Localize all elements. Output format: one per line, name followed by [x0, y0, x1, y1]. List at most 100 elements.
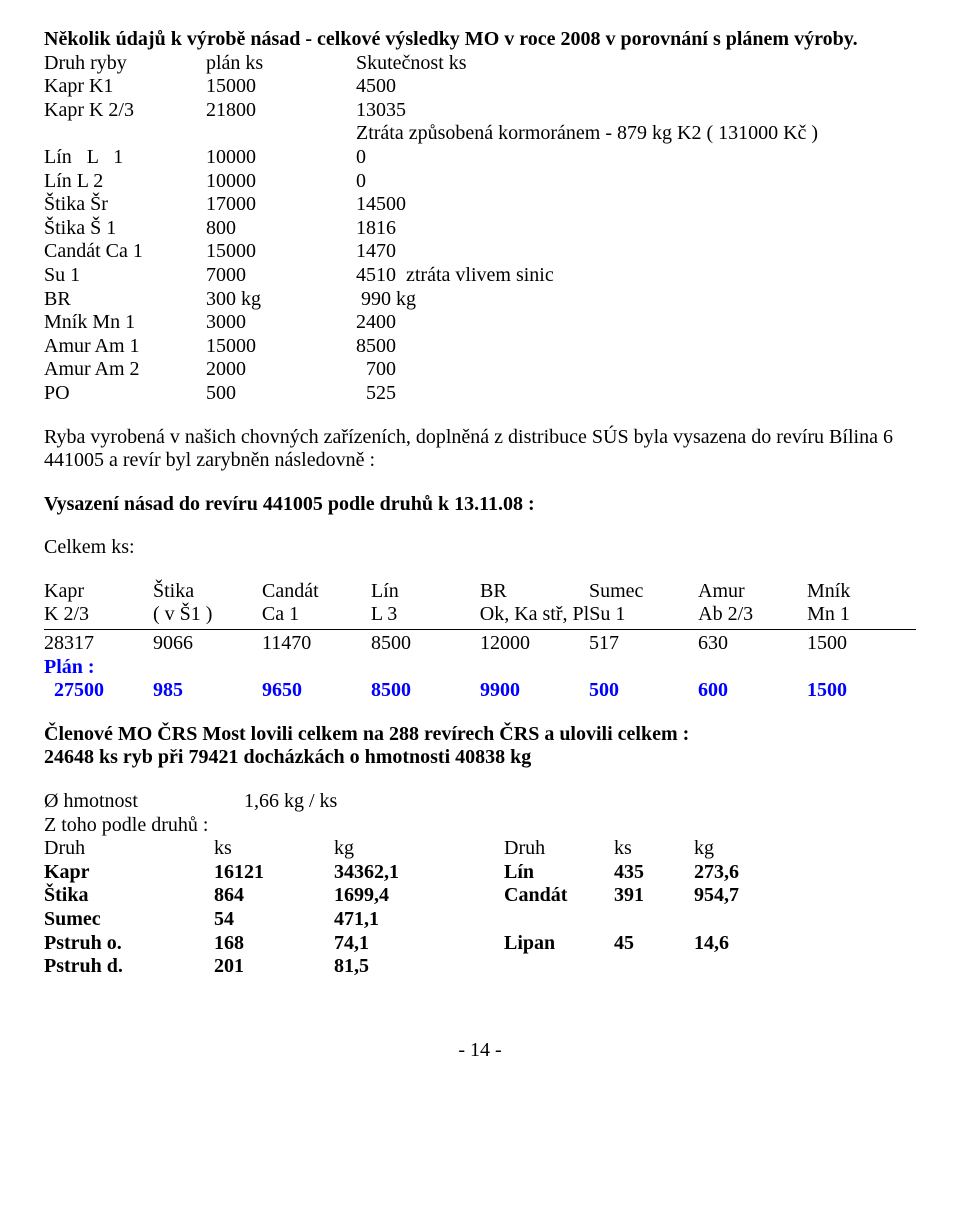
plan-val: 9900 [480, 679, 589, 703]
sp-ks-r: 45 [614, 932, 694, 956]
prod-actual: 4510 ztráta vlivem sinic [356, 264, 916, 288]
fish-col: Ca 1 [262, 603, 371, 627]
sp-ks-l: 54 [214, 908, 334, 932]
prod-species: Amur Am 1 [44, 335, 206, 359]
sp-ks-r: 435 [614, 861, 694, 885]
prod-row: Candát Ca 1150001470 [44, 240, 916, 264]
plan-val: 27500 [44, 679, 153, 703]
prod-plan: 500 [206, 382, 356, 406]
fish-header-1: Kapr Štika Candát Lín BR Sumec Amur Mník [44, 580, 916, 604]
prod-species: Lín L 1 [44, 146, 206, 170]
sp-name-r: Lipan [504, 932, 614, 956]
sp-ks-r [614, 955, 694, 979]
fish-col: Ok, Ka stř, Pl [480, 603, 589, 627]
sp-ks-r [614, 908, 694, 932]
hdr-kg-r: kg [694, 837, 916, 861]
sp-kg-l: 74,1 [334, 932, 504, 956]
prod-species: Štika Šr [44, 193, 206, 217]
prod-actual: 1816 [356, 217, 916, 241]
prod-row: PO500 525 [44, 382, 916, 406]
species-row: Pstruh o. 168 74,1 Lipan 45 14,6 [44, 932, 916, 956]
prod-actual: 525 [356, 382, 916, 406]
prod-row: Lín L 2100000 [44, 170, 916, 194]
col-species: Druh ryby [44, 52, 206, 76]
plan-val: 500 [589, 679, 698, 703]
prod-species: Štika Š 1 [44, 217, 206, 241]
prod-header: Druh ryby plán ks Skutečnost ks [44, 52, 916, 76]
prod-species: Candát Ca 1 [44, 240, 206, 264]
fish-col: BR [480, 580, 589, 604]
fish-col: ( v Š1 ) [153, 603, 262, 627]
prod-row: Su 170004510 ztráta vlivem sinic [44, 264, 916, 288]
prod-actual: 0 [356, 170, 916, 194]
sp-name-l: Štika [44, 884, 214, 908]
avg-weight-value: 1,66 kg / ks [244, 790, 337, 814]
fish-col: Mník [807, 580, 916, 604]
prod-row: Lín L 1100000 [44, 146, 916, 170]
prod-actual: 14500 [356, 193, 916, 217]
sp-name-r: Candát [504, 884, 614, 908]
fish-col: Ab 2/3 [698, 603, 807, 627]
kormoran-note: Ztráta způsobená kormoránem - 879 kg K2 … [44, 122, 916, 146]
prod-actual: 1470 [356, 240, 916, 264]
prod-actual: 700 [356, 358, 916, 382]
prod-species: Mník Mn 1 [44, 311, 206, 335]
prod-row: Amur Am 1150008500 [44, 335, 916, 359]
prod-actual: 8500 [356, 335, 916, 359]
prod-row: Kapr K 2/3 21800 13035 [44, 99, 916, 123]
members-line-2: 24648 ks ryb při 79421 docházkách o hmot… [44, 746, 916, 770]
fish-col: Štika [153, 580, 262, 604]
prod-species: PO [44, 382, 206, 406]
sp-ks-l: 168 [214, 932, 334, 956]
avg-weight-label: Ø hmotnost [44, 790, 244, 814]
sp-ks-r: 391 [614, 884, 694, 908]
plan-label: Plán : [44, 656, 916, 680]
by-species-label: Z toho podle druhů : [44, 814, 916, 838]
prod-plan: 2000 [206, 358, 356, 382]
hdr-ks-l: ks [214, 837, 334, 861]
fish-col: Mn 1 [807, 603, 916, 627]
prod-species: Kapr K 2/3 [44, 99, 206, 123]
sp-kg-r [694, 908, 916, 932]
prod-plan: 17000 [206, 193, 356, 217]
sp-kg-l: 1699,4 [334, 884, 504, 908]
fish-col: Lín [371, 580, 480, 604]
members-line-1: Členové MO ČRS Most lovili celkem na 288… [44, 723, 916, 747]
sp-ks-l: 16121 [214, 861, 334, 885]
celkem-label: Celkem ks: [44, 536, 916, 560]
col-actual: Skutečnost ks [356, 52, 916, 76]
sp-kg-r [694, 955, 916, 979]
fish-val: 9066 [153, 632, 262, 656]
prod-plan: 15000 [206, 75, 356, 99]
sp-name-r: Lín [504, 861, 614, 885]
prod-actual: 13035 [356, 99, 916, 123]
page-title: Několik údajů k výrobě násad - celkové v… [44, 28, 916, 52]
sp-name-l: Pstruh d. [44, 955, 214, 979]
sp-name-l: Kapr [44, 861, 214, 885]
prod-species: Amur Am 2 [44, 358, 206, 382]
fish-val: 12000 [480, 632, 589, 656]
prod-plan: 800 [206, 217, 356, 241]
prod-row: Štika Šr1700014500 [44, 193, 916, 217]
fish-col: Sumec [589, 580, 698, 604]
prod-plan: 10000 [206, 170, 356, 194]
fish-val: 517 [589, 632, 698, 656]
prod-species: Lín L 2 [44, 170, 206, 194]
prod-actual: 0 [356, 146, 916, 170]
fish-col: Su 1 [589, 603, 698, 627]
sp-kg-r: 14,6 [694, 932, 916, 956]
prod-actual: 4500 [356, 75, 916, 99]
sp-name-r [504, 908, 614, 932]
fish-val: 8500 [371, 632, 480, 656]
prod-row: Mník Mn 130002400 [44, 311, 916, 335]
prod-plan: 10000 [206, 146, 356, 170]
fish-val: 28317 [44, 632, 153, 656]
sp-kg-r: 273,6 [694, 861, 916, 885]
plan-val: 600 [698, 679, 807, 703]
page-number: - 14 - [44, 1039, 916, 1063]
fish-val: 1500 [807, 632, 916, 656]
sp-kg-r: 954,7 [694, 884, 916, 908]
species-row: Štika 864 1699,4 Candát 391 954,7 [44, 884, 916, 908]
plan-val: 8500 [371, 679, 480, 703]
plan-row: 27500 985 9650 8500 9900 500 600 1500 [44, 679, 916, 703]
